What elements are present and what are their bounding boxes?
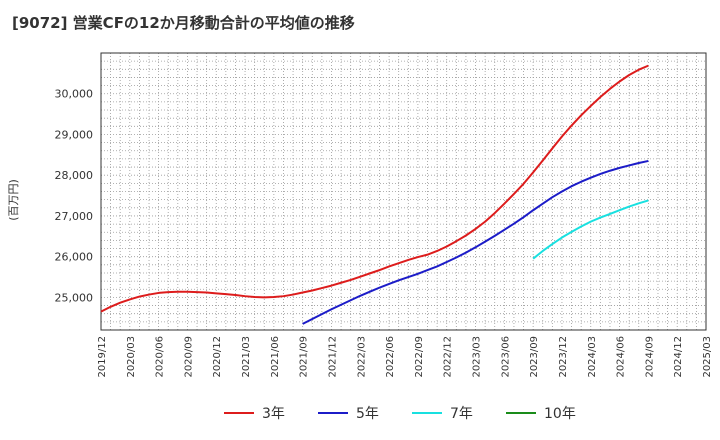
y-axis-label: (百万円) bbox=[7, 179, 20, 221]
x-tick-label: 2022/03 bbox=[356, 336, 367, 378]
x-tick-label: 2022/09 bbox=[414, 336, 425, 378]
x-tick-label: 2019/12 bbox=[97, 336, 108, 378]
chart-title: [9072] 営業CFの12か月移動合計の平均値の推移 bbox=[12, 14, 355, 32]
y-tick-label: 27,000 bbox=[55, 210, 94, 223]
x-tick-label: 2021/09 bbox=[299, 336, 310, 378]
x-tick-label: 2023/06 bbox=[500, 336, 511, 378]
x-tick-label: 2021/03 bbox=[241, 336, 252, 378]
x-tick-label: 2024/09 bbox=[644, 336, 655, 378]
plot-area bbox=[100, 52, 707, 331]
series-layer bbox=[100, 64, 649, 325]
y-tick-label: 25,000 bbox=[55, 291, 94, 304]
series-line-7年 bbox=[532, 199, 649, 260]
x-tick-label: 2024/03 bbox=[587, 336, 598, 378]
x-axis-ticks: 2019/12 2020/03 2020/06 2020/09 2020/12 2021/… bbox=[97, 336, 713, 378]
x-tick-label: 2024/12 bbox=[673, 336, 684, 378]
x-tick-label: 2020/12 bbox=[212, 336, 223, 378]
legend-label: 10年 bbox=[544, 406, 576, 422]
y-tick-label: 26,000 bbox=[55, 251, 94, 264]
x-tick-label: 2023/03 bbox=[472, 336, 483, 378]
legend-label: 5年 bbox=[356, 406, 379, 422]
y-axis-ticks: 25,000 26,000 27,000 28,000 29,000 30,000 bbox=[55, 88, 94, 305]
legend: 3年 5年 7年 10年 bbox=[224, 406, 576, 422]
x-tick-label: 2022/06 bbox=[385, 336, 396, 378]
x-tick-label: 2025/03 bbox=[702, 336, 713, 378]
x-tick-label: 2020/03 bbox=[126, 336, 137, 378]
y-tick-label: 29,000 bbox=[55, 128, 94, 141]
x-tick-label: 2023/09 bbox=[529, 336, 540, 378]
grid-layer bbox=[100, 52, 707, 331]
x-tick-label: 2023/12 bbox=[558, 336, 569, 378]
y-tick-label: 30,000 bbox=[55, 88, 94, 101]
legend-label: 7年 bbox=[450, 406, 473, 422]
x-tick-label: 2020/09 bbox=[183, 336, 194, 378]
x-tick-label: 2022/12 bbox=[443, 336, 454, 378]
x-tick-label: 2024/06 bbox=[616, 336, 627, 378]
legend-label: 3年 bbox=[262, 406, 285, 422]
y-tick-label: 28,000 bbox=[55, 169, 94, 182]
series-line-3年 bbox=[100, 64, 649, 313]
x-tick-label: 2021/12 bbox=[327, 336, 338, 378]
x-tick-label: 2020/06 bbox=[155, 336, 166, 378]
x-tick-label: 2021/06 bbox=[270, 336, 281, 378]
series-line-5年 bbox=[302, 159, 649, 325]
